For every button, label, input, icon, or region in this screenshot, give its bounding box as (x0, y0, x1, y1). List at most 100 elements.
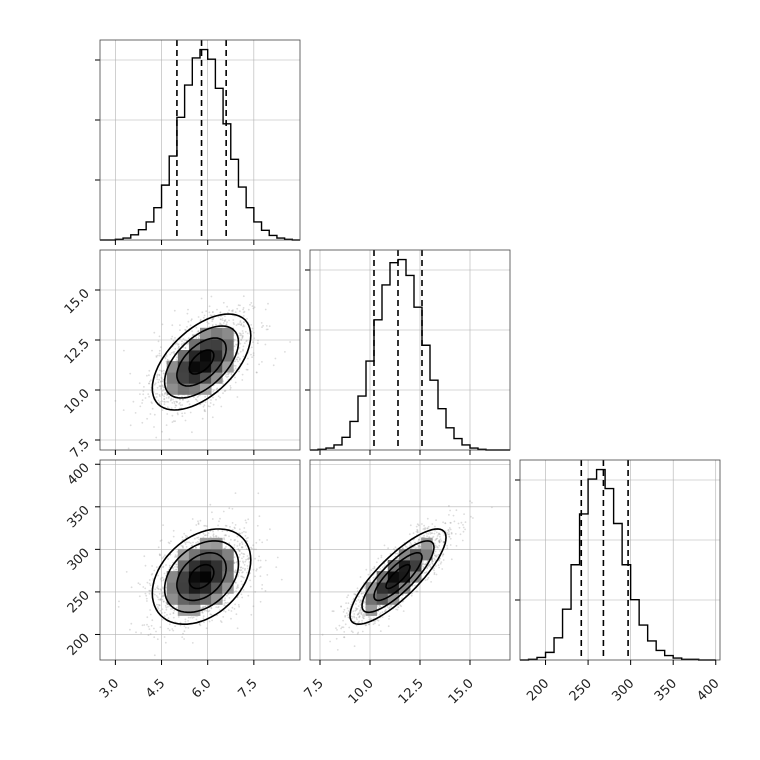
scatter-point (200, 607, 202, 609)
scatter-point (197, 520, 199, 523)
scatter-point (274, 357, 277, 360)
scatter-point (192, 541, 194, 544)
scatter-point (266, 574, 269, 576)
scatter-point (346, 596, 348, 599)
scatter-point (357, 612, 360, 614)
scatter-point (355, 607, 357, 610)
scatter-point (155, 396, 158, 398)
scatter-point (243, 530, 245, 533)
scatter-point (347, 610, 350, 612)
scatter-point (161, 394, 164, 397)
scatter-point (201, 607, 204, 609)
density-cell (188, 560, 201, 572)
scatter-point (417, 545, 420, 547)
scatter-point (357, 621, 360, 624)
scatter-point (414, 584, 416, 587)
scatter-point (171, 608, 174, 610)
scatter-point (118, 600, 120, 603)
scatter-point (396, 608, 399, 611)
scatter-point (355, 603, 357, 605)
scatter-point (237, 548, 240, 551)
scatter-point (218, 520, 220, 523)
scatter-point (210, 607, 213, 610)
scatter-point (256, 524, 259, 527)
scatter-point (238, 528, 241, 531)
scatter-point (151, 565, 154, 567)
density-cell (222, 582, 234, 594)
scatter-point (172, 339, 175, 342)
scatter-point (170, 608, 172, 610)
scatter-point (261, 541, 264, 544)
scatter-point (201, 611, 204, 614)
scatter-point (431, 523, 434, 525)
scatter-point (437, 554, 440, 556)
scatter-point (243, 576, 245, 579)
scatter-point (224, 315, 226, 317)
scatter-point (421, 565, 423, 567)
scatter-point (427, 525, 430, 528)
scatter-point (166, 359, 169, 361)
density-cell (188, 548, 201, 561)
scatter-point (195, 524, 198, 526)
scatter-point (340, 605, 342, 608)
scatter-point (361, 630, 364, 633)
density-cell (177, 582, 190, 594)
scatter-point (231, 309, 233, 312)
scatter-point (183, 630, 186, 633)
scatter-point (186, 401, 189, 403)
scatter-point (223, 599, 226, 602)
scatter-point (239, 321, 242, 323)
scatter-point (241, 379, 244, 381)
scatter-point (186, 312, 189, 315)
scatter-point (168, 542, 171, 545)
scatter-point (204, 410, 207, 413)
scatter-point (240, 339, 243, 341)
scatter-point (175, 358, 178, 361)
scatter-point (161, 400, 164, 403)
density-cell (166, 372, 179, 384)
scatter-point (196, 615, 198, 618)
scatter-point (174, 343, 177, 345)
scatter-point (251, 547, 253, 550)
y-tick-label: 200 (65, 631, 93, 659)
scatter-point (321, 633, 324, 636)
scatter-point (211, 320, 214, 322)
scatter-point (367, 623, 370, 626)
density-cell (166, 571, 179, 583)
scatter-point (184, 419, 187, 422)
scatter-point (167, 541, 170, 544)
histogram-step (100, 48, 300, 241)
scatter-point (433, 571, 436, 574)
scatter-point (174, 625, 177, 627)
scatter-point (172, 529, 175, 532)
scatter-point (233, 544, 236, 546)
x-axis-ticks (114, 240, 255, 245)
x-tick-label: 200 (524, 676, 552, 704)
scatter-point (140, 632, 143, 634)
scatter-point (195, 326, 198, 329)
density-cell (166, 582, 179, 594)
scatter-point (223, 609, 225, 612)
scatter-point (162, 587, 164, 590)
scatter-point (212, 390, 215, 393)
scatter-point (182, 546, 185, 549)
scatter-point (164, 604, 167, 607)
scatter-point (375, 561, 378, 564)
scatter-point (353, 597, 355, 600)
density-cell (200, 593, 212, 605)
scatter-point (453, 520, 456, 523)
contour-line (163, 540, 240, 614)
scatter-point (206, 534, 209, 536)
scatter-point (157, 603, 160, 606)
scatter-point (424, 563, 426, 566)
scatter-point (390, 604, 393, 607)
scatter-point (450, 522, 452, 524)
scatter-point (421, 523, 423, 525)
scatter-point (433, 573, 436, 576)
scatter-point (212, 533, 215, 536)
scatter-point (166, 406, 169, 409)
scatter-point (211, 511, 213, 514)
scatter-point (374, 580, 377, 583)
scatter-point (158, 604, 161, 607)
contour-line (176, 337, 228, 387)
